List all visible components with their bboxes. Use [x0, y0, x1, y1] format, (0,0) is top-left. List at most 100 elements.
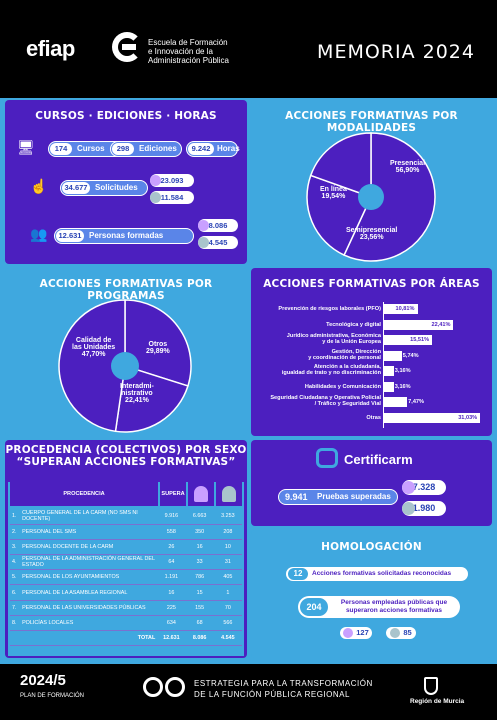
table-cell: 566: [213, 615, 242, 632]
horas-value: 9.242: [188, 143, 214, 155]
procedencia-table: 1. CUERPO GENERAL DE LA CARM (NO SMS NI D…: [10, 509, 242, 647]
homolog-label2: superaron acciones formativas: [345, 607, 443, 614]
table-cell: 26: [157, 539, 186, 556]
table-row: 8. POLICÍAS LOCALES 634 68 566: [10, 615, 242, 632]
programas-title: ACCIONES FORMATIVAS POR PROGRAMAS: [39, 278, 213, 302]
areas-title: ACCIONES FORMATIVAS POR ÁREAS: [263, 278, 480, 290]
pie-label-interadministrativo: Interadmi-nistrativo 22,41%: [120, 383, 154, 404]
table-cell: PERSONAL DE LAS UNIVERSIDADES PÚBLICAS: [20, 600, 158, 616]
table-cell: 16: [185, 539, 214, 556]
table-row: 7. PERSONAL DE LAS UNIVERSIDADES PÚBLICAS…: [10, 600, 242, 616]
homologacion-row2: 204 Personas empleadas públicas que supe…: [298, 596, 460, 618]
area-bar: [384, 319, 454, 330]
table-row: 6. PERSONAL DE LA ASAMBLEA REGIONAL 16 15 1: [10, 584, 242, 601]
table-cell: 1.191: [157, 569, 186, 586]
pruebas-label: Pruebas superadas: [317, 492, 391, 501]
table-cell: 6.663: [185, 509, 214, 525]
pie-slice: [306, 174, 373, 257]
pie-label-presencial: Presencial 56,90%: [390, 160, 425, 174]
man-icon: [222, 486, 236, 502]
area-bar-label: Prevención de riesgos laborales (PFO): [278, 306, 381, 312]
table-cell: 7.: [10, 600, 21, 616]
table-cell: 9.916: [157, 509, 186, 525]
area-bar: [384, 381, 394, 392]
table-cell: 634: [157, 615, 186, 632]
slice-name: Interadmi-: [120, 383, 154, 390]
homologacion-row1: 12 Acciones formativas solicitadas recon…: [286, 567, 468, 581]
subtitle-line: Escuela de Formación: [148, 38, 228, 47]
brand-name: efiap: [26, 36, 75, 61]
procedencia-title: PROCEDENCIA (COLECTIVOS) POR SEXO “SUPER…: [5, 444, 247, 468]
slice-name: Calidad de: [75, 337, 112, 344]
ediciones-value: 298: [112, 143, 134, 155]
ediciones-pill: 298 Ediciones: [110, 141, 182, 157]
slice-value: 23,56%: [359, 234, 384, 241]
table-cell: 8.086: [185, 630, 214, 647]
pie-slice: [309, 132, 372, 199]
homologacion-title: HOMOLOGACIÓN: [321, 541, 422, 553]
table-cell: 786: [185, 569, 214, 586]
woman-icon: [402, 481, 415, 494]
areas-axis: [383, 302, 384, 428]
table-row: 1. CUERPO GENERAL DE LA CARM (NO SMS NI D…: [10, 509, 242, 525]
area-bar-value: 3,16%: [394, 368, 411, 374]
table-cell: 2.: [10, 524, 21, 540]
subtitle-line: e Innovación de la: [148, 47, 213, 56]
table-cell: PERSONAL DE LA ADMINISTRACIÓN GENERAL DE…: [20, 554, 158, 571]
area-bar: [384, 412, 481, 423]
pruebas-pill: 9.941 Pruebas superadas: [278, 489, 398, 505]
sol-hombre-value: 11.584: [150, 191, 194, 204]
estrategia-line2: DE LA FUNCIÓN PÚBLICA REGIONAL: [194, 690, 350, 699]
plan-label: PLAN DE FORMACIÓN: [20, 693, 85, 699]
slice-name: Presencial: [390, 160, 426, 167]
table-cell: 15: [185, 584, 214, 601]
ediciones-label: Ediciones: [139, 144, 177, 153]
homolog-label2: Personas empleadas públicas que: [340, 599, 448, 606]
table-cell: 70: [213, 600, 242, 616]
table-cell: PERSONAL DEL SMS: [20, 524, 158, 540]
table-row: 5. PERSONAL DE LOS AYUNTAMIENTOS 1.191 786 4…: [10, 569, 242, 586]
footer: [0, 664, 497, 720]
woman-icon: [194, 486, 208, 502]
col-procedencia: PROCEDENCIA: [10, 482, 158, 506]
table-cell: POLICÍAS LOCALES: [20, 615, 158, 632]
table-cell: 3.253: [213, 509, 242, 525]
table-cell: 225: [157, 600, 186, 616]
area-bar-label: Atención a la ciudadanía, igualdad de tra…: [281, 364, 381, 376]
table-cell: PERSONAL DE LOS AYUNTAMIENTOS: [20, 569, 158, 586]
slice-value: 29,89%: [146, 348, 170, 355]
pie-slice: [114, 365, 189, 433]
table-cell: TOTAL: [20, 630, 158, 647]
certificarm-logo-icon: [316, 448, 338, 468]
area-bar-row: Gestión, Dirección y coordinación de pers…: [256, 349, 492, 363]
table-cell: [10, 630, 21, 647]
man-icon: [150, 192, 161, 203]
table-cell: 1: [213, 584, 242, 601]
slice-value: 47,70%: [81, 351, 106, 358]
area-bar-value: 15,51%: [410, 337, 430, 343]
slice-name: las Unidades: [72, 344, 116, 351]
table-row: TOTAL 12.631 8.086 4.545: [10, 630, 242, 647]
col-supera: SUPERA: [160, 482, 186, 506]
formadas-pill: 12.631 Personas formadas: [54, 228, 194, 244]
homolog-value1: 12: [288, 568, 308, 580]
man-icon: [198, 237, 209, 248]
homolog-label1: Acciones formativas solicitadas reconoci…: [312, 570, 452, 577]
area-bar: [384, 350, 402, 361]
horas-label: Horas: [217, 144, 240, 153]
region-crest-icon: [424, 677, 438, 695]
area-bar-label: Seguridad Ciudadana y Operativa Policial…: [270, 395, 381, 407]
area-bar-label: Jurídico administrativa, Económica y de l…: [286, 333, 381, 345]
man-icon: [390, 628, 401, 639]
solicitudes-value: 34.677: [62, 182, 90, 194]
homolog-hombre-num: 85: [403, 628, 412, 637]
table-cell: CUERPO GENERAL DE LA CARM (NO SMS NI DOC…: [20, 509, 158, 525]
man-icon: [402, 502, 415, 515]
certificarm-name: Certificarm: [344, 452, 413, 467]
col-hombre: [216, 482, 242, 506]
woman-icon: [343, 628, 354, 639]
table-cell: 68: [185, 615, 214, 632]
area-bar-value: 3,16%: [394, 383, 411, 390]
homolog-value2: 204: [300, 598, 328, 616]
table-cell: 31: [213, 554, 242, 571]
